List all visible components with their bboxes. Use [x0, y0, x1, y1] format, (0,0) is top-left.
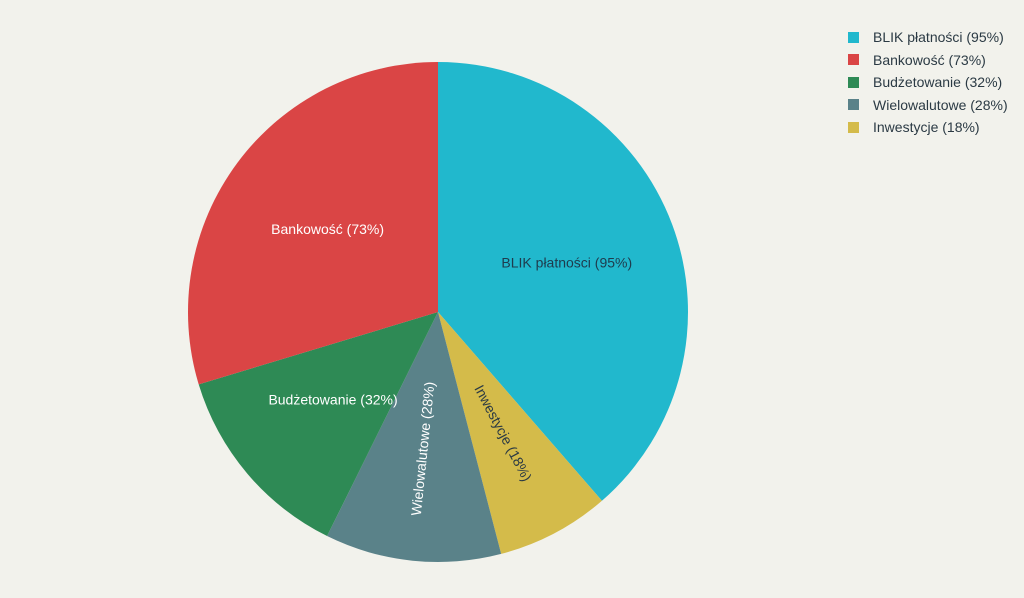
legend-label: Wielowalutowe (28%) [873, 96, 1008, 113]
legend-swatch [848, 54, 859, 66]
legend-label: Inwestycje (18%) [873, 119, 980, 136]
legend-item-bankowosc[interactable]: Bankowość (73%) [848, 49, 1008, 72]
legend-item-budzetowanie[interactable]: Budżetowanie (32%) [848, 71, 1008, 94]
pie-slice-blik-płatności[interactable] [438, 62, 689, 501]
pie-slice-wielowalutowe[interactable] [327, 312, 502, 562]
legend-swatch [848, 99, 859, 111]
pie-slice-bankowość[interactable] [188, 62, 438, 385]
legend-swatch [848, 76, 859, 88]
pie-slice-inwestycje[interactable] [438, 312, 602, 554]
legend-item-inwestycje[interactable]: Inwestycje (18%) [848, 116, 1008, 139]
legend-item-blik[interactable]: BLIK płatności (95%) [848, 26, 1008, 49]
legend-swatch [848, 31, 859, 43]
legend-label: BLIK płatności (95%) [873, 29, 1004, 46]
legend-label: Bankowość (73%) [873, 51, 986, 68]
legend-swatch [848, 121, 859, 133]
pie-slice-budżetowanie[interactable] [198, 312, 438, 537]
legend: BLIK płatności (95%) Bankowość (73%) Bud… [848, 26, 1008, 139]
legend-label: Budżetowanie (32%) [873, 74, 1003, 91]
slice-label: BLIK płatności (95%) [501, 255, 632, 271]
slice-label: Budżetowanie (32%) [268, 392, 397, 408]
legend-item-wielowalutowe[interactable]: Wielowalutowe (28%) [848, 94, 1008, 117]
slice-label: Bankowość (73%) [271, 221, 384, 237]
